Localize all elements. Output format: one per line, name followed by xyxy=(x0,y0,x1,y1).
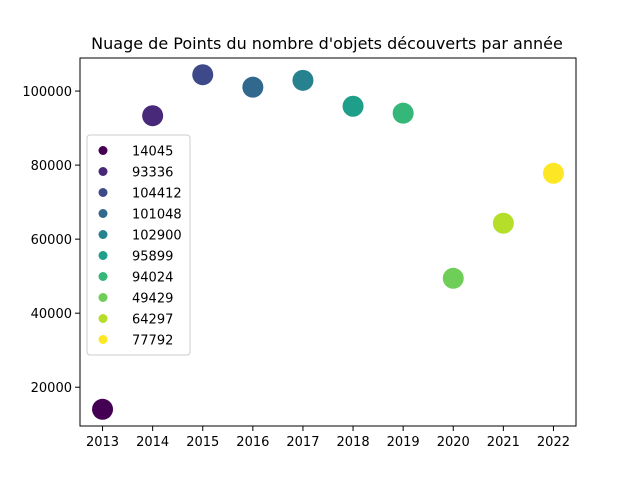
legend-marker xyxy=(98,251,108,260)
legend-label: 77792 xyxy=(132,334,173,349)
legend-label: 102900 xyxy=(132,229,182,244)
legend-marker xyxy=(98,314,108,323)
plot-area: 2013 2014 2015 2016 2017 2018 2019 2020 2021 2022… xyxy=(22,57,577,450)
legend: 14045 93336 104412 101048 102900 95899 94024 49… xyxy=(86,134,191,356)
data-point xyxy=(92,398,114,420)
legend-label: 14045 xyxy=(132,145,173,160)
x-tick-label: 2013 xyxy=(86,435,119,450)
x-tick-label: 2019 xyxy=(387,435,420,450)
legend-label: 93336 xyxy=(132,166,173,181)
x-tick-label: 2016 xyxy=(236,435,269,450)
legend-label: 94024 xyxy=(132,271,173,286)
y-tick-label: 80000 xyxy=(31,159,72,174)
x-tick-label: 2018 xyxy=(337,435,370,450)
legend-label: 104412 xyxy=(132,187,182,202)
x-tick-label: 2020 xyxy=(437,435,470,450)
data-point xyxy=(492,212,514,234)
data-point xyxy=(242,76,264,98)
data-point xyxy=(192,64,214,86)
chart-title: Nuage de Points du nombre d'objets décou… xyxy=(91,34,563,53)
legend-label: 95899 xyxy=(132,250,173,265)
axes-frame xyxy=(79,57,577,427)
data-point xyxy=(142,105,164,127)
legend-marker xyxy=(98,167,108,176)
legend-box xyxy=(86,134,191,356)
legend-marker xyxy=(98,146,108,155)
x-tick-label: 2022 xyxy=(537,435,570,450)
y-tick-label: 100000 xyxy=(22,85,72,100)
legend-marker xyxy=(98,188,108,197)
legend-label: 64297 xyxy=(132,313,173,328)
data-point xyxy=(392,102,414,124)
y-tick-label: 40000 xyxy=(31,307,72,322)
data-point xyxy=(292,69,314,91)
y-tick-label: 60000 xyxy=(31,233,72,248)
x-tick-label: 2021 xyxy=(487,435,520,450)
y-tick-label: 20000 xyxy=(31,381,72,396)
legend-marker xyxy=(98,293,108,302)
data-point xyxy=(542,162,564,184)
legend-label: 49429 xyxy=(132,292,173,307)
legend-label: 101048 xyxy=(132,208,182,223)
legend-marker xyxy=(98,230,108,239)
x-tick-label: 2017 xyxy=(286,435,319,450)
legend-marker xyxy=(98,335,108,344)
data-point xyxy=(342,95,364,117)
x-tick-label: 2015 xyxy=(186,435,219,450)
x-tick-label: 2014 xyxy=(136,435,169,450)
data-point xyxy=(442,267,464,289)
legend-marker xyxy=(98,209,108,218)
legend-marker xyxy=(98,272,108,281)
